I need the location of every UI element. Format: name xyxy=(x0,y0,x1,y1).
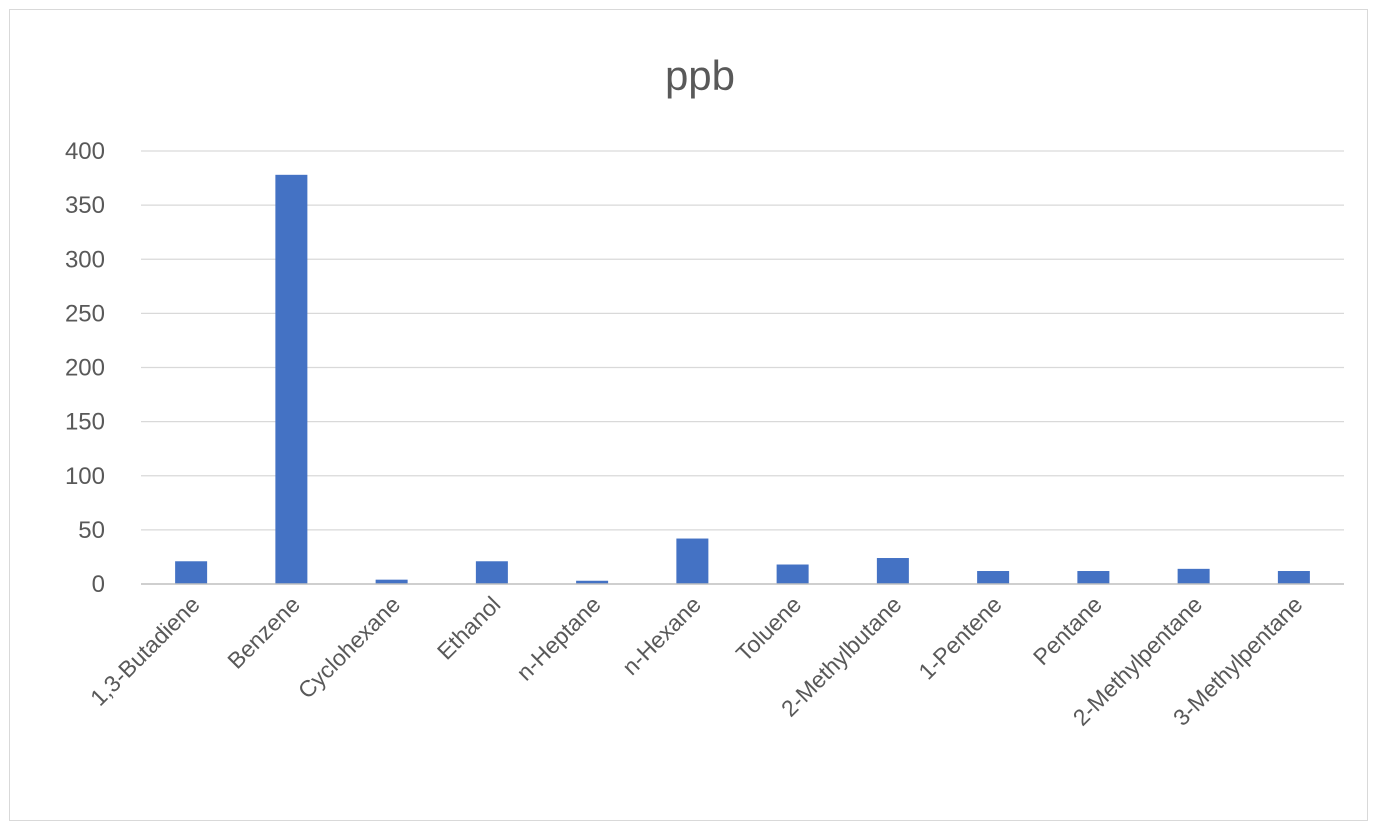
chart-title: ppb xyxy=(665,52,735,99)
y-tick-label: 100 xyxy=(65,463,105,490)
bar xyxy=(275,174,308,584)
y-tick-label: 200 xyxy=(65,355,105,382)
chart-frame xyxy=(9,9,1368,821)
x-category-label: Cyclohexane xyxy=(293,591,405,703)
y-axis-ticks: 0 50 100 150 200 250 300 350 400 xyxy=(65,138,105,598)
gridlines xyxy=(141,150,1344,531)
y-tick-label: 300 xyxy=(65,246,105,273)
bar xyxy=(175,561,208,584)
y-tick-label: 150 xyxy=(65,409,105,436)
bar xyxy=(977,571,1010,584)
x-category-label: Ethanol xyxy=(432,591,506,665)
x-category-label: Toluene xyxy=(731,591,806,666)
x-category-label: 1,3-Butadiene xyxy=(85,591,205,711)
bar xyxy=(375,579,408,584)
y-tick-label: 400 xyxy=(65,138,105,165)
x-category-label: n-Heptane xyxy=(511,591,605,685)
bar xyxy=(1177,568,1210,584)
bar xyxy=(1277,571,1310,584)
x-category-label: Pentane xyxy=(1028,591,1107,670)
bar xyxy=(876,558,909,584)
y-tick-label: 0 xyxy=(92,571,105,598)
y-tick-label: 250 xyxy=(65,300,105,327)
x-category-label: n-Hexane xyxy=(617,591,706,680)
bar xyxy=(475,561,508,584)
bar xyxy=(1077,571,1110,584)
x-category-label: 1-Pentene xyxy=(913,591,1006,684)
y-tick-label: 350 xyxy=(65,192,105,219)
bar xyxy=(676,538,709,584)
bar xyxy=(576,580,609,584)
x-category-label: Benzene xyxy=(222,591,305,674)
y-tick-label: 50 xyxy=(78,517,105,544)
bar xyxy=(776,564,809,584)
bars xyxy=(175,174,1310,584)
